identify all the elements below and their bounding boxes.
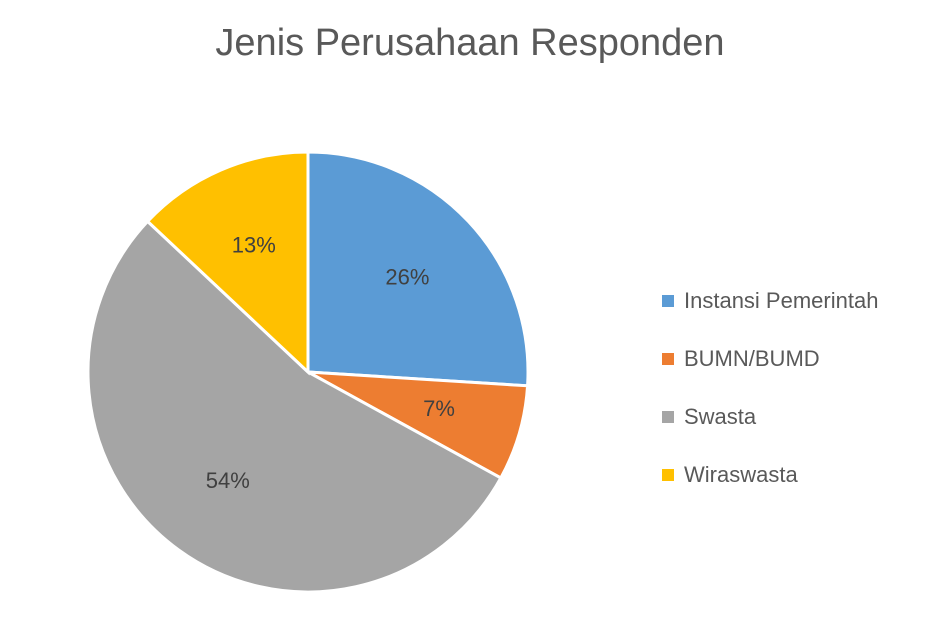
legend-swatch	[662, 353, 674, 365]
legend-swatch	[662, 469, 674, 481]
legend-swatch	[662, 295, 674, 307]
legend: Instansi Pemerintah BUMN/BUMD Swasta Wirasw…	[662, 272, 878, 504]
legend-label: Wiraswasta	[684, 462, 798, 487]
pie-slice-instansi-pemerintah	[306, 150, 530, 388]
data-label: 13%	[232, 233, 276, 258]
legend-swatch	[662, 411, 674, 423]
legend-label: Swasta	[684, 404, 757, 429]
data-label: 26%	[385, 264, 429, 289]
legend-label: Instansi Pemerintah	[684, 288, 879, 313]
pie-slice-swasta	[86, 219, 503, 594]
data-label: 54%	[206, 468, 250, 493]
legend-item: Instansi Pemerintah	[662, 272, 878, 330]
data-label: 7%	[423, 396, 455, 421]
chart-title: Jenis Perusahaan Responden	[215, 22, 725, 64]
legend-item: Swasta	[662, 388, 878, 446]
legend-item: BUMN/BUMD	[662, 330, 878, 388]
pie-slice-wiraswasta	[145, 150, 310, 376]
legend-label: BUMN/BUMD	[684, 346, 820, 371]
legend-item: Wiraswasta	[662, 446, 878, 504]
